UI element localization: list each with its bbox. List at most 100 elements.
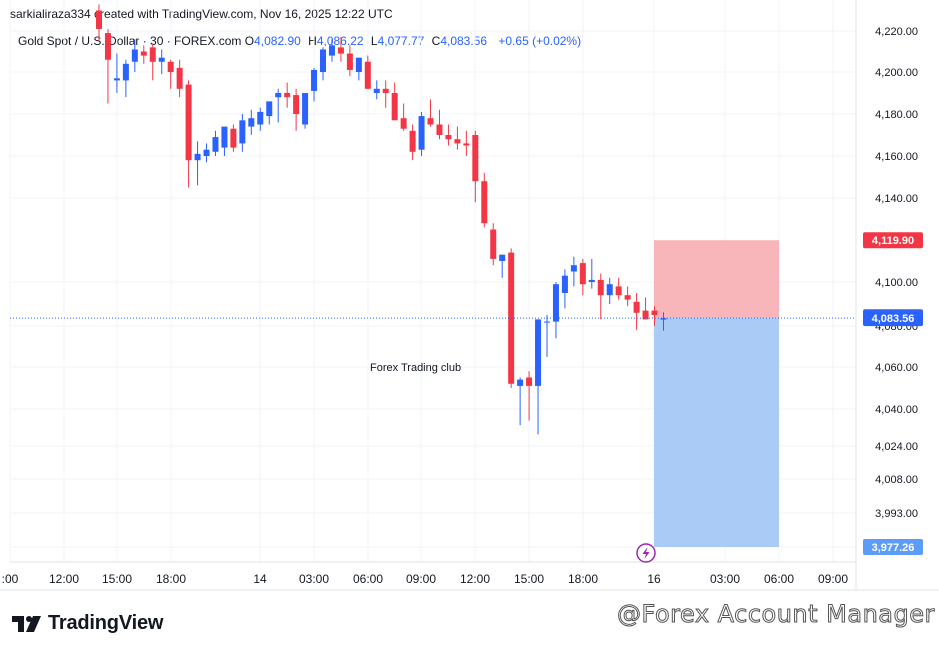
time-tick-label: 09:00 bbox=[406, 572, 436, 586]
time-tick-label: 15:00 bbox=[514, 572, 544, 586]
candle bbox=[544, 315, 550, 357]
candle-body bbox=[615, 286, 622, 296]
candle-body bbox=[346, 53, 353, 70]
tradingview-logo-icon bbox=[12, 615, 41, 632]
candle-body bbox=[526, 377, 533, 386]
time-axis[interactable]: :00 12:00 15:00 18:00 14 03:00 06:00 09:00 12:00… bbox=[2, 572, 849, 586]
candle bbox=[427, 99, 434, 127]
candle bbox=[490, 223, 497, 266]
candle bbox=[149, 43, 156, 81]
price-label-text: 4,119.90 bbox=[872, 235, 914, 247]
candle bbox=[633, 293, 640, 331]
price-axis-labels: 4,119.904,084.014,083.563,977.26 bbox=[863, 232, 923, 555]
low-value: 4,077.77 bbox=[377, 34, 425, 48]
price-chart[interactable]: 4,220.00 4,200.00 4,180.00 4,160.00 4,140.00… bbox=[0, 0, 939, 600]
candle-body bbox=[373, 88, 380, 93]
candle bbox=[104, 28, 111, 104]
candle-body bbox=[149, 47, 156, 62]
candle bbox=[293, 88, 300, 131]
time-tick-label: 18:00 bbox=[156, 572, 186, 586]
price-tick-label: 4,100.00 bbox=[875, 277, 918, 289]
candle bbox=[337, 37, 344, 62]
candle-body bbox=[570, 265, 577, 272]
candle bbox=[96, 4, 102, 42]
position-zones[interactable] bbox=[654, 240, 779, 547]
candle-body bbox=[472, 135, 479, 182]
candle-body bbox=[257, 111, 264, 125]
open-label: O bbox=[244, 34, 255, 48]
candle bbox=[284, 82, 291, 108]
time-tick-label: 14 bbox=[253, 572, 267, 586]
candle-body bbox=[579, 263, 586, 285]
candle-body bbox=[131, 49, 138, 62]
candle bbox=[113, 53, 120, 93]
candle bbox=[122, 59, 129, 98]
symbol-name[interactable]: Gold Spot / U.S. Dollar · 30 · FOREX.com bbox=[18, 34, 242, 48]
time-tick-label: :00 bbox=[2, 572, 19, 586]
time-tick-label: 15:00 bbox=[102, 572, 132, 586]
candle-body bbox=[418, 116, 425, 150]
candle bbox=[454, 126, 461, 150]
time-tick-label: 12:00 bbox=[49, 572, 79, 586]
candle bbox=[642, 297, 649, 320]
price-axis[interactable]: 4,220.00 4,200.00 4,180.00 4,160.00 4,140.00… bbox=[875, 26, 918, 554]
candle-body bbox=[436, 124, 443, 135]
price-tick-label: 4,060.00 bbox=[875, 362, 918, 374]
candle-body bbox=[552, 284, 559, 322]
candle-body bbox=[499, 254, 506, 261]
candle-body bbox=[320, 49, 326, 72]
candle bbox=[320, 47, 326, 81]
candle-body bbox=[400, 118, 407, 129]
chart-credit: sarkialiraza334 created with TradingView… bbox=[10, 7, 393, 21]
candle-body bbox=[391, 93, 398, 121]
price-tick-label: 4,220.00 bbox=[875, 26, 918, 38]
candle-body bbox=[302, 93, 309, 125]
price-label: 4,083.56 bbox=[863, 310, 923, 327]
candle-body bbox=[445, 135, 452, 140]
candle bbox=[212, 130, 219, 156]
candle bbox=[230, 124, 237, 152]
candle bbox=[239, 114, 246, 152]
candle-body bbox=[275, 93, 282, 98]
candle bbox=[463, 130, 470, 156]
candle bbox=[302, 93, 309, 129]
chart-annotation[interactable]: Forex Trading club bbox=[370, 362, 461, 374]
candle bbox=[391, 82, 398, 121]
candle-body bbox=[337, 47, 344, 54]
lightning-icon[interactable] bbox=[636, 543, 656, 563]
price-tick-label: 4,160.00 bbox=[875, 151, 918, 163]
candle-body bbox=[490, 229, 497, 259]
candle-body bbox=[535, 319, 542, 386]
candle-body bbox=[104, 33, 111, 60]
time-tick-label: 06:00 bbox=[353, 572, 383, 586]
candle-body bbox=[284, 93, 291, 98]
candle-body bbox=[409, 130, 416, 152]
price-label-box bbox=[863, 539, 923, 555]
open-value: 4,082.90 bbox=[254, 34, 301, 48]
candle bbox=[526, 371, 533, 421]
time-tick-label: 03:00 bbox=[710, 572, 740, 586]
stop-loss-zone[interactable] bbox=[654, 240, 779, 319]
change-value: +0.65 (+0.02%) bbox=[498, 34, 582, 48]
candle-body bbox=[382, 88, 389, 93]
candle-body bbox=[176, 67, 183, 89]
tradingview-brand[interactable]: TradingView bbox=[12, 612, 163, 635]
candle bbox=[481, 172, 488, 228]
price-tick-label: 4,180.00 bbox=[875, 109, 918, 121]
take-profit-zone[interactable] bbox=[654, 318, 779, 547]
candle bbox=[176, 59, 183, 98]
price-label: 4,119.90 bbox=[863, 232, 923, 249]
candle-body bbox=[651, 310, 658, 315]
low-label: L bbox=[370, 34, 378, 48]
candle-body bbox=[185, 84, 192, 161]
candle bbox=[194, 141, 201, 186]
candle-body bbox=[194, 153, 201, 161]
price-label-text: 3,977.26 bbox=[872, 542, 915, 554]
candle-body bbox=[481, 181, 488, 224]
candle bbox=[561, 269, 568, 309]
time-tick-label: 03:00 bbox=[299, 572, 329, 586]
candle-body bbox=[203, 149, 210, 156]
candle bbox=[328, 39, 335, 62]
high-value: 4,086.22 bbox=[316, 34, 364, 48]
close-label: C bbox=[431, 34, 441, 48]
